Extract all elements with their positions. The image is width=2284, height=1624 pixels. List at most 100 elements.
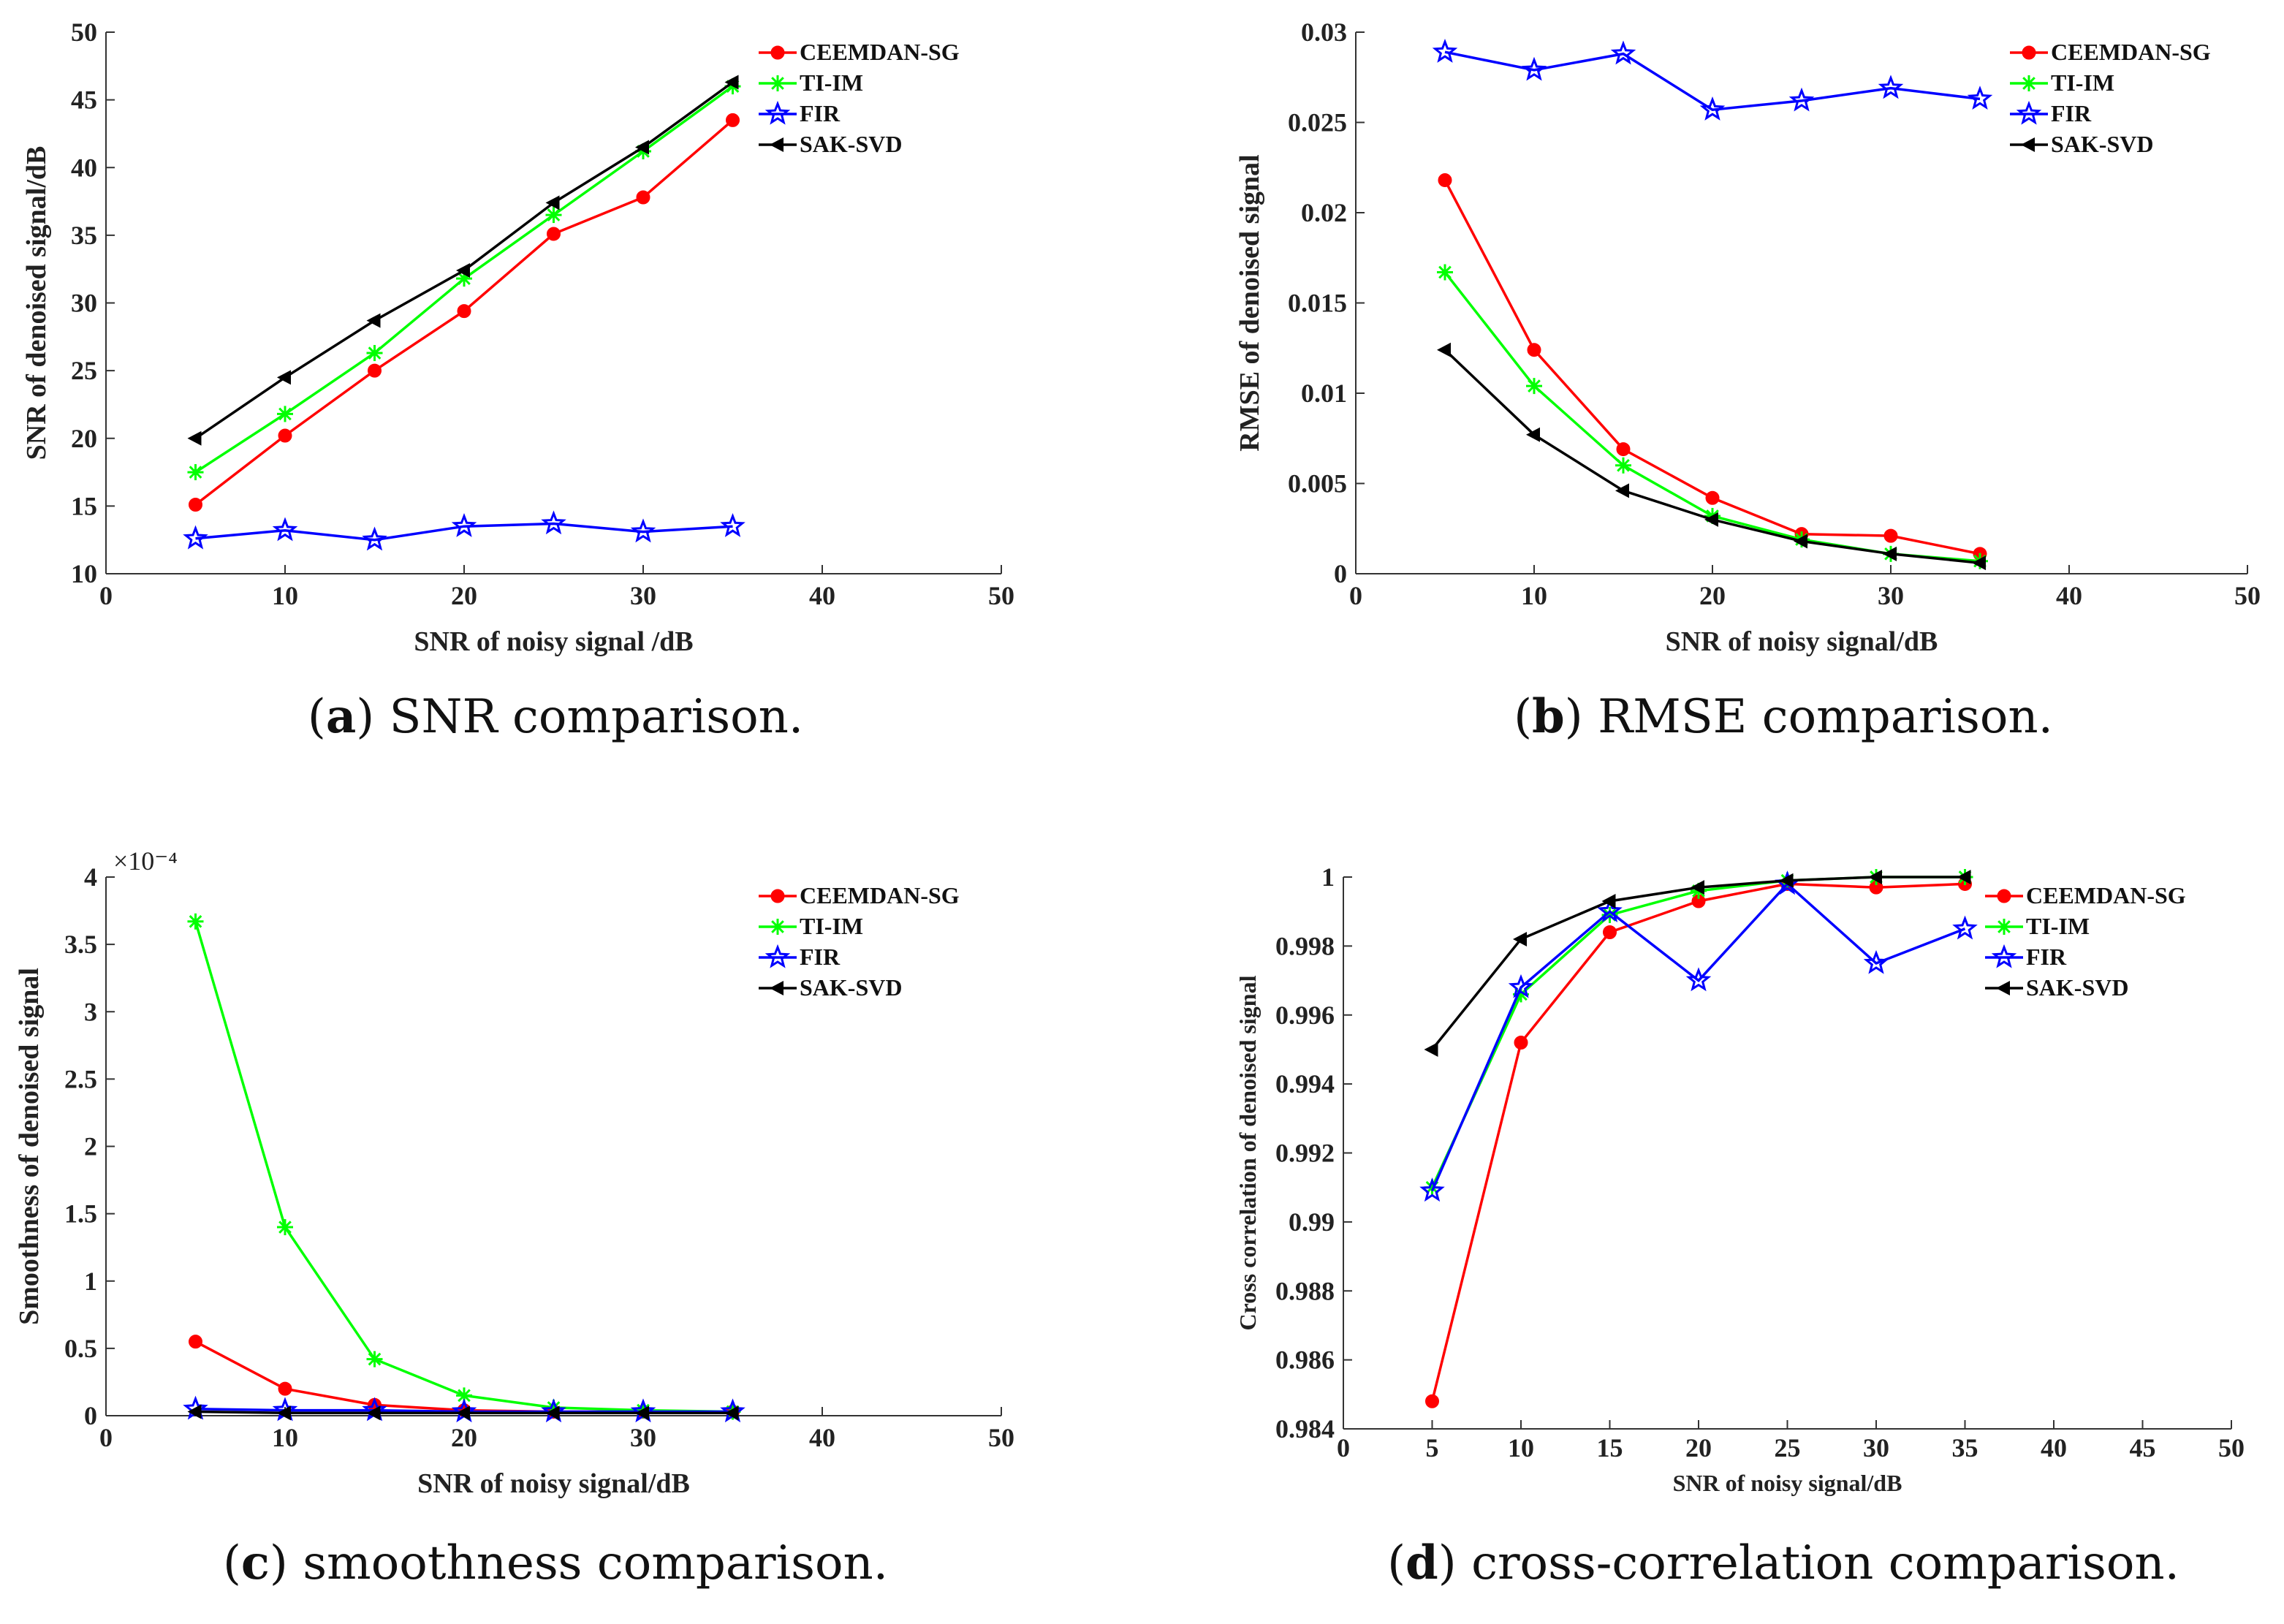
marker <box>1779 873 1794 888</box>
legend-label: SAK-SVD <box>800 131 902 157</box>
marker <box>1526 427 1540 442</box>
marker <box>1957 870 1971 884</box>
marker <box>1997 889 2011 903</box>
marker <box>1996 981 2010 995</box>
marker <box>1526 378 1542 395</box>
marker <box>1972 555 1986 571</box>
x-tick-label: 50 <box>988 1423 1014 1452</box>
marker <box>770 45 785 60</box>
legend: CEEMDAN-SG TI-IM FIR SAK-SVD <box>759 882 960 1001</box>
y-tick-label: 3.5 <box>64 930 97 959</box>
marker <box>278 1381 292 1396</box>
y-tick-label: 0.02 <box>1301 198 1347 227</box>
y-tick-label: 10 <box>71 559 97 588</box>
legend-item: CEEMDAN-SG <box>2010 39 2211 65</box>
y-multiplier: ×10⁻⁴ <box>113 846 178 876</box>
marker <box>368 363 382 378</box>
caption-letter: a <box>326 689 356 744</box>
marker <box>1615 457 1631 474</box>
marker <box>1788 87 1815 112</box>
series-ceemdan-sg <box>189 113 740 512</box>
y-tick-label: 2.5 <box>64 1064 97 1093</box>
y-tick-label: 25 <box>71 356 97 385</box>
legend: CEEMDAN-SG TI-IM FIR SAK-SVD <box>1985 882 2186 1001</box>
series-fir <box>1419 870 1978 1202</box>
x-tick-label: 5 <box>1426 1433 1439 1462</box>
x-tick-label: 0 <box>1337 1433 1350 1462</box>
legend-label: TI-IM <box>800 913 863 939</box>
panel-d: 0 5 10 15 20 25 30 35 40 45 50 0.984 0.986 0.988 0.99 0… <box>1234 862 2245 1590</box>
legend-label: SAK-SVD <box>2026 974 2128 1001</box>
legend-item: TI-IM <box>759 69 863 96</box>
x-tick-label: 50 <box>2218 1433 2245 1462</box>
x-tick-label: 50 <box>2234 581 2261 610</box>
marker <box>1883 528 1898 543</box>
legend-label: FIR <box>800 944 841 970</box>
marker <box>366 1351 383 1367</box>
marker <box>1691 880 1704 895</box>
marker <box>1878 75 1904 99</box>
series-sak-svd <box>187 1404 739 1421</box>
x-tick-label: 35 <box>1952 1433 1978 1462</box>
y-tick-label: 0.03 <box>1301 18 1347 47</box>
marker <box>1705 490 1720 505</box>
marker <box>1437 264 1453 281</box>
legend: CEEMDAN-SG TI-IM FIR SAK-SVD <box>759 39 960 157</box>
y-tick-label: 1 <box>84 1267 97 1296</box>
x-tick-label: 40 <box>809 1423 835 1452</box>
x-axis-label: SNR of noisy signal /dB <box>414 626 693 657</box>
panel-c: 0 10 20 30 40 50 0 0.5 1 1.5 2 2.5 3 3.5 4 ×10⁻⁴ SNR of … <box>14 846 1014 1590</box>
series-line <box>1443 349 1981 564</box>
legend-item: SAK-SVD <box>1985 974 2128 1001</box>
legend-item: FIR <box>759 944 841 970</box>
caption-text: ) cross-correlation comparison. <box>1438 1536 2179 1590</box>
x-tick-label: 10 <box>1508 1433 1534 1462</box>
marker <box>1527 343 1541 357</box>
marker <box>456 1405 470 1421</box>
series-fir <box>183 510 745 551</box>
marker <box>277 1219 293 1236</box>
y-tick-label: 3 <box>84 997 97 1026</box>
panel-caption: (b) RMSE comparison. <box>1514 689 2053 744</box>
legend-label: TI-IM <box>2051 69 2114 96</box>
marker <box>456 263 470 278</box>
marker <box>1432 39 1458 63</box>
panel-b: 0 10 20 30 40 50 0 0.005 0.01 0.015 0.02 0.025 0.03 S… <box>1234 18 2261 744</box>
marker <box>1601 894 1616 909</box>
marker <box>547 227 561 241</box>
marker <box>189 498 202 512</box>
x-tick-label: 20 <box>1699 581 1726 610</box>
y-tick-label: 0.992 <box>1275 1139 1335 1168</box>
marker <box>724 1405 739 1421</box>
y-tick-label: 4 <box>84 862 97 892</box>
marker <box>277 1405 291 1421</box>
series-line <box>1444 50 1981 112</box>
marker <box>1967 86 1993 110</box>
y-axis-label: Cross correlation of denoised signal <box>1234 975 1261 1330</box>
marker <box>2022 45 2036 60</box>
y-tick-label: 30 <box>71 289 97 318</box>
marker <box>272 517 298 542</box>
y-tick-label: 0.01 <box>1301 379 1347 408</box>
marker <box>187 913 204 930</box>
panel-caption: (a) SNR comparison. <box>308 689 803 744</box>
legend-label: SAK-SVD <box>2051 131 2153 157</box>
y-tick-label: 2 <box>84 1132 97 1161</box>
x-tick-label: 10 <box>272 581 298 610</box>
x-tick-label: 20 <box>451 581 477 610</box>
series-line <box>1430 876 1965 1188</box>
series-sak-svd <box>1437 342 1986 571</box>
x-tick-label: 20 <box>1685 1433 1712 1462</box>
x-tick-label: 30 <box>1878 581 1904 610</box>
marker <box>1513 931 1527 946</box>
legend-label: CEEMDAN-SG <box>2026 882 2186 908</box>
y-tick-label: 40 <box>71 153 97 182</box>
marker <box>366 313 381 328</box>
marker <box>457 304 471 319</box>
x-tick-label: 30 <box>1863 1433 1889 1462</box>
marker <box>187 430 202 446</box>
marker <box>541 510 566 535</box>
legend-item: FIR <box>1985 944 2067 970</box>
marker <box>724 75 739 90</box>
marker <box>545 1405 560 1421</box>
